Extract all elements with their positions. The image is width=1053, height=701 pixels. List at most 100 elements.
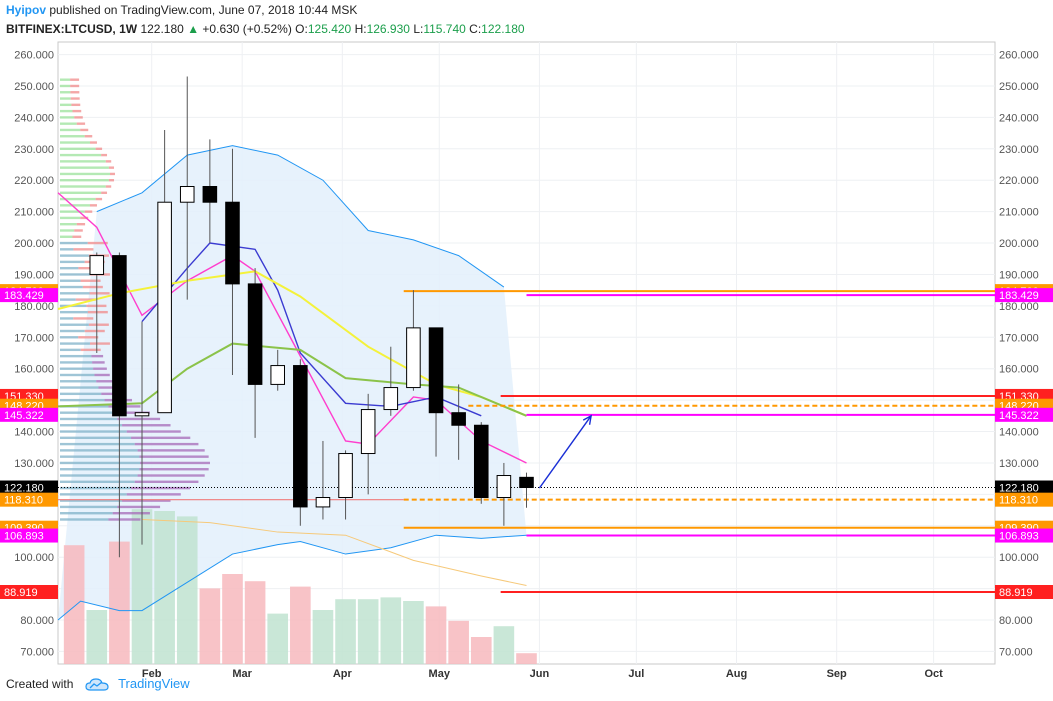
volume-profile-row [93,367,107,370]
volume-profile-row [60,260,85,264]
volume-profile-row [74,229,83,232]
volume-profile-row [70,78,80,81]
level-tag-right-text: 122.180 [999,483,1039,495]
y-tick-label-left: 240.000 [14,112,54,124]
candle [406,327,421,389]
level-tag-left-text: 122.180 [4,483,44,495]
candle [473,424,489,499]
volume-profile-row [101,153,108,157]
volume-profile-row [60,292,90,295]
close-value: 122.180 [481,22,525,36]
y-tick-label-left: 200.000 [14,238,54,250]
forecast-arrow [538,415,592,489]
volume-profile-row [60,248,74,251]
candle [225,201,240,285]
volume-profile-row [76,223,86,226]
y-tick-label-left: 220.000 [14,175,54,187]
volume-profile-row [91,354,104,358]
y-tick-label-left: 170.000 [14,332,54,344]
candle [293,365,308,508]
volume-profile-row [87,241,108,245]
y-tick-label-right: 190.000 [999,269,1039,281]
volume-profile-row [60,141,90,144]
level-tag-right-text: 106.893 [999,531,1039,543]
level-tag-right [995,407,1053,422]
volume-bar [312,610,334,664]
volume-profile-row [73,317,94,320]
volume-profile-row [89,204,97,207]
volume-profile-row [84,329,105,333]
volume-profile-row [72,109,82,113]
series-line-ma_orange_faint [141,518,527,586]
y-tick-label-left: 140.000 [14,427,54,439]
level-tag-right [995,585,1053,600]
bollinger-band-fill [58,145,527,621]
candle [519,476,534,489]
volume-profile-row [80,279,101,282]
volume-profile-row [76,122,86,125]
y-tick-label-right: 80.000 [999,615,1033,627]
volume-profile-row [60,179,109,182]
volume-bar [516,653,537,664]
volume-bar [154,511,175,664]
candle [89,255,105,275]
volume-profile-row [94,373,110,377]
volume-profile-row [108,166,115,169]
volume-profile-row [140,461,210,465]
volume-profile-row [60,455,140,458]
volume-profile-row [95,147,103,151]
y-tick-label-right: 180.000 [999,301,1039,313]
candle [496,475,512,499]
volume-bar [403,601,424,664]
volume-profile-row [60,480,135,483]
y-tick-label-right: 220.000 [999,175,1039,187]
volume-profile-row [73,248,94,251]
volume-profile-row [60,204,90,207]
level-tag-left-text: 106.893 [4,531,44,543]
volume-profile-row [134,480,199,483]
volume-profile-row [60,499,123,502]
volume-profile-row [84,210,93,213]
volume-profile-row [60,241,88,245]
tradingview-link[interactable]: TradingView [118,676,190,691]
volume-bar [470,637,492,664]
candle [315,497,331,508]
y-tick-label-left: 100.000 [14,552,54,564]
volume-profile-row [60,91,71,94]
candle [451,412,466,426]
level-tag-left-text: 183.429 [4,290,44,302]
volume-bar [380,597,402,664]
volume-bar [244,581,266,664]
author-name[interactable]: Hyipov [6,3,47,17]
volume-profile-row [122,424,171,427]
candle [202,186,218,203]
volume-profile-row [60,474,138,477]
volume-profile-row [60,84,71,88]
volume-profile-row [60,398,105,402]
volume-profile-row [60,229,75,232]
series-line-ma_yellow [57,270,527,417]
volume-bar [267,613,289,664]
volume-profile-row [60,424,123,427]
y-tick-label-left: 70.000 [20,646,54,658]
volume-profile-row [60,354,92,358]
volume-profile-row [60,116,75,119]
volume-profile-row [70,91,80,94]
candle [112,255,127,417]
x-tick-label: Feb [142,668,162,680]
y-tick-label-right: 130.000 [999,458,1039,470]
low-value: 115.740 [423,22,466,36]
volume-profile-row [60,122,77,125]
series-line-lower_band [57,534,527,621]
y-tick-label-right: 260.000 [999,50,1039,62]
volume-profile-row [60,210,85,213]
volume-profile-row [74,116,83,119]
y-tick-label-left: 80.000 [20,615,54,627]
volume-profile-row [72,235,82,238]
volume-profile-row [60,430,127,433]
level-tag-right-text: 145.322 [999,410,1039,422]
level-tag-left [0,492,58,507]
y-tick-label-right: 160.000 [999,364,1039,376]
candle [179,186,195,203]
